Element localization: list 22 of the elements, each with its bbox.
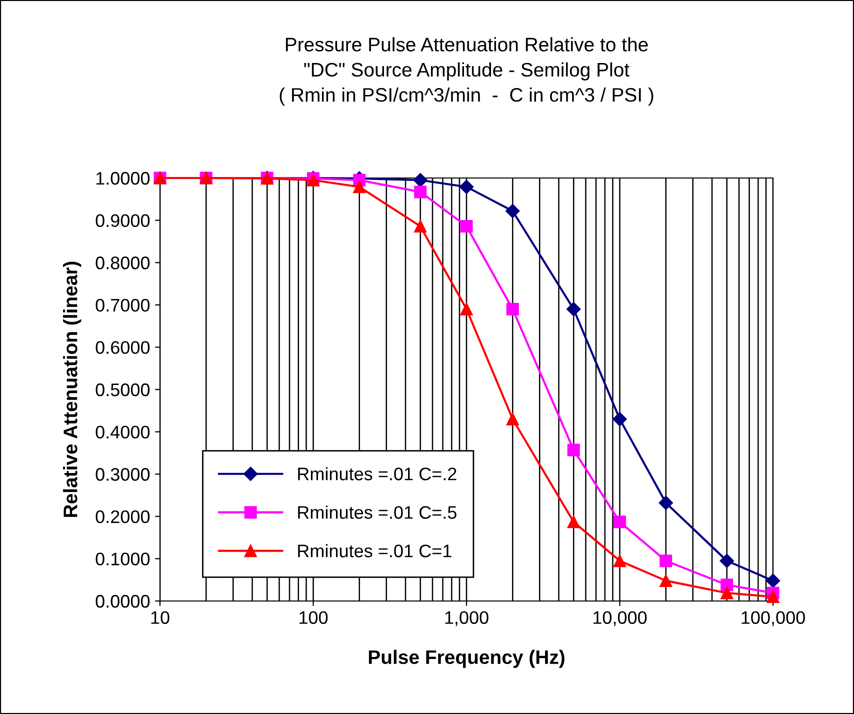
y-tick-label: 0.1000 <box>96 552 150 566</box>
legend-label: Rminutes =.01 C=1 <box>298 544 452 558</box>
y-tick-label: 0.5000 <box>96 383 150 396</box>
y-tick-label: 0.4000 <box>96 426 150 439</box>
y-tick-label: 0.6000 <box>96 341 150 354</box>
legend-label: Rminutes =.01 C=.5 <box>298 506 456 519</box>
y-tick-label: 0.2000 <box>96 510 150 524</box>
y-axis-title: Relative Attenuation (linear) <box>63 262 82 517</box>
y-tick-label: 0.0000 <box>96 594 150 608</box>
x-tick-label: 10 <box>151 611 170 624</box>
y-tick-label: 0.8000 <box>96 256 150 270</box>
x-tick-label: 10,000 <box>594 611 647 626</box>
legend-label: Rminutes =.01 C=.2 <box>298 467 456 480</box>
y-tick-label: 1.0000 <box>96 172 150 185</box>
x-tick-label: 1,000 <box>445 611 488 626</box>
x-axis-title: Pulse Frequency (Hz) <box>368 650 564 668</box>
y-tick-label: 0.3000 <box>96 468 150 481</box>
x-tick-label: 100,000 <box>742 611 805 626</box>
y-tick-label: 0.9000 <box>96 214 150 228</box>
chart-title: Pressure Pulse Attenuation Relative to the "DC" Source Amplitude - Semilog Plot ( Rmin in PSI/cm^3/min - C in cm^3 / PSI ) <box>280 37 654 106</box>
x-tick-label: 100 <box>300 611 328 624</box>
y-tick-label: 0.7000 <box>96 298 150 312</box>
